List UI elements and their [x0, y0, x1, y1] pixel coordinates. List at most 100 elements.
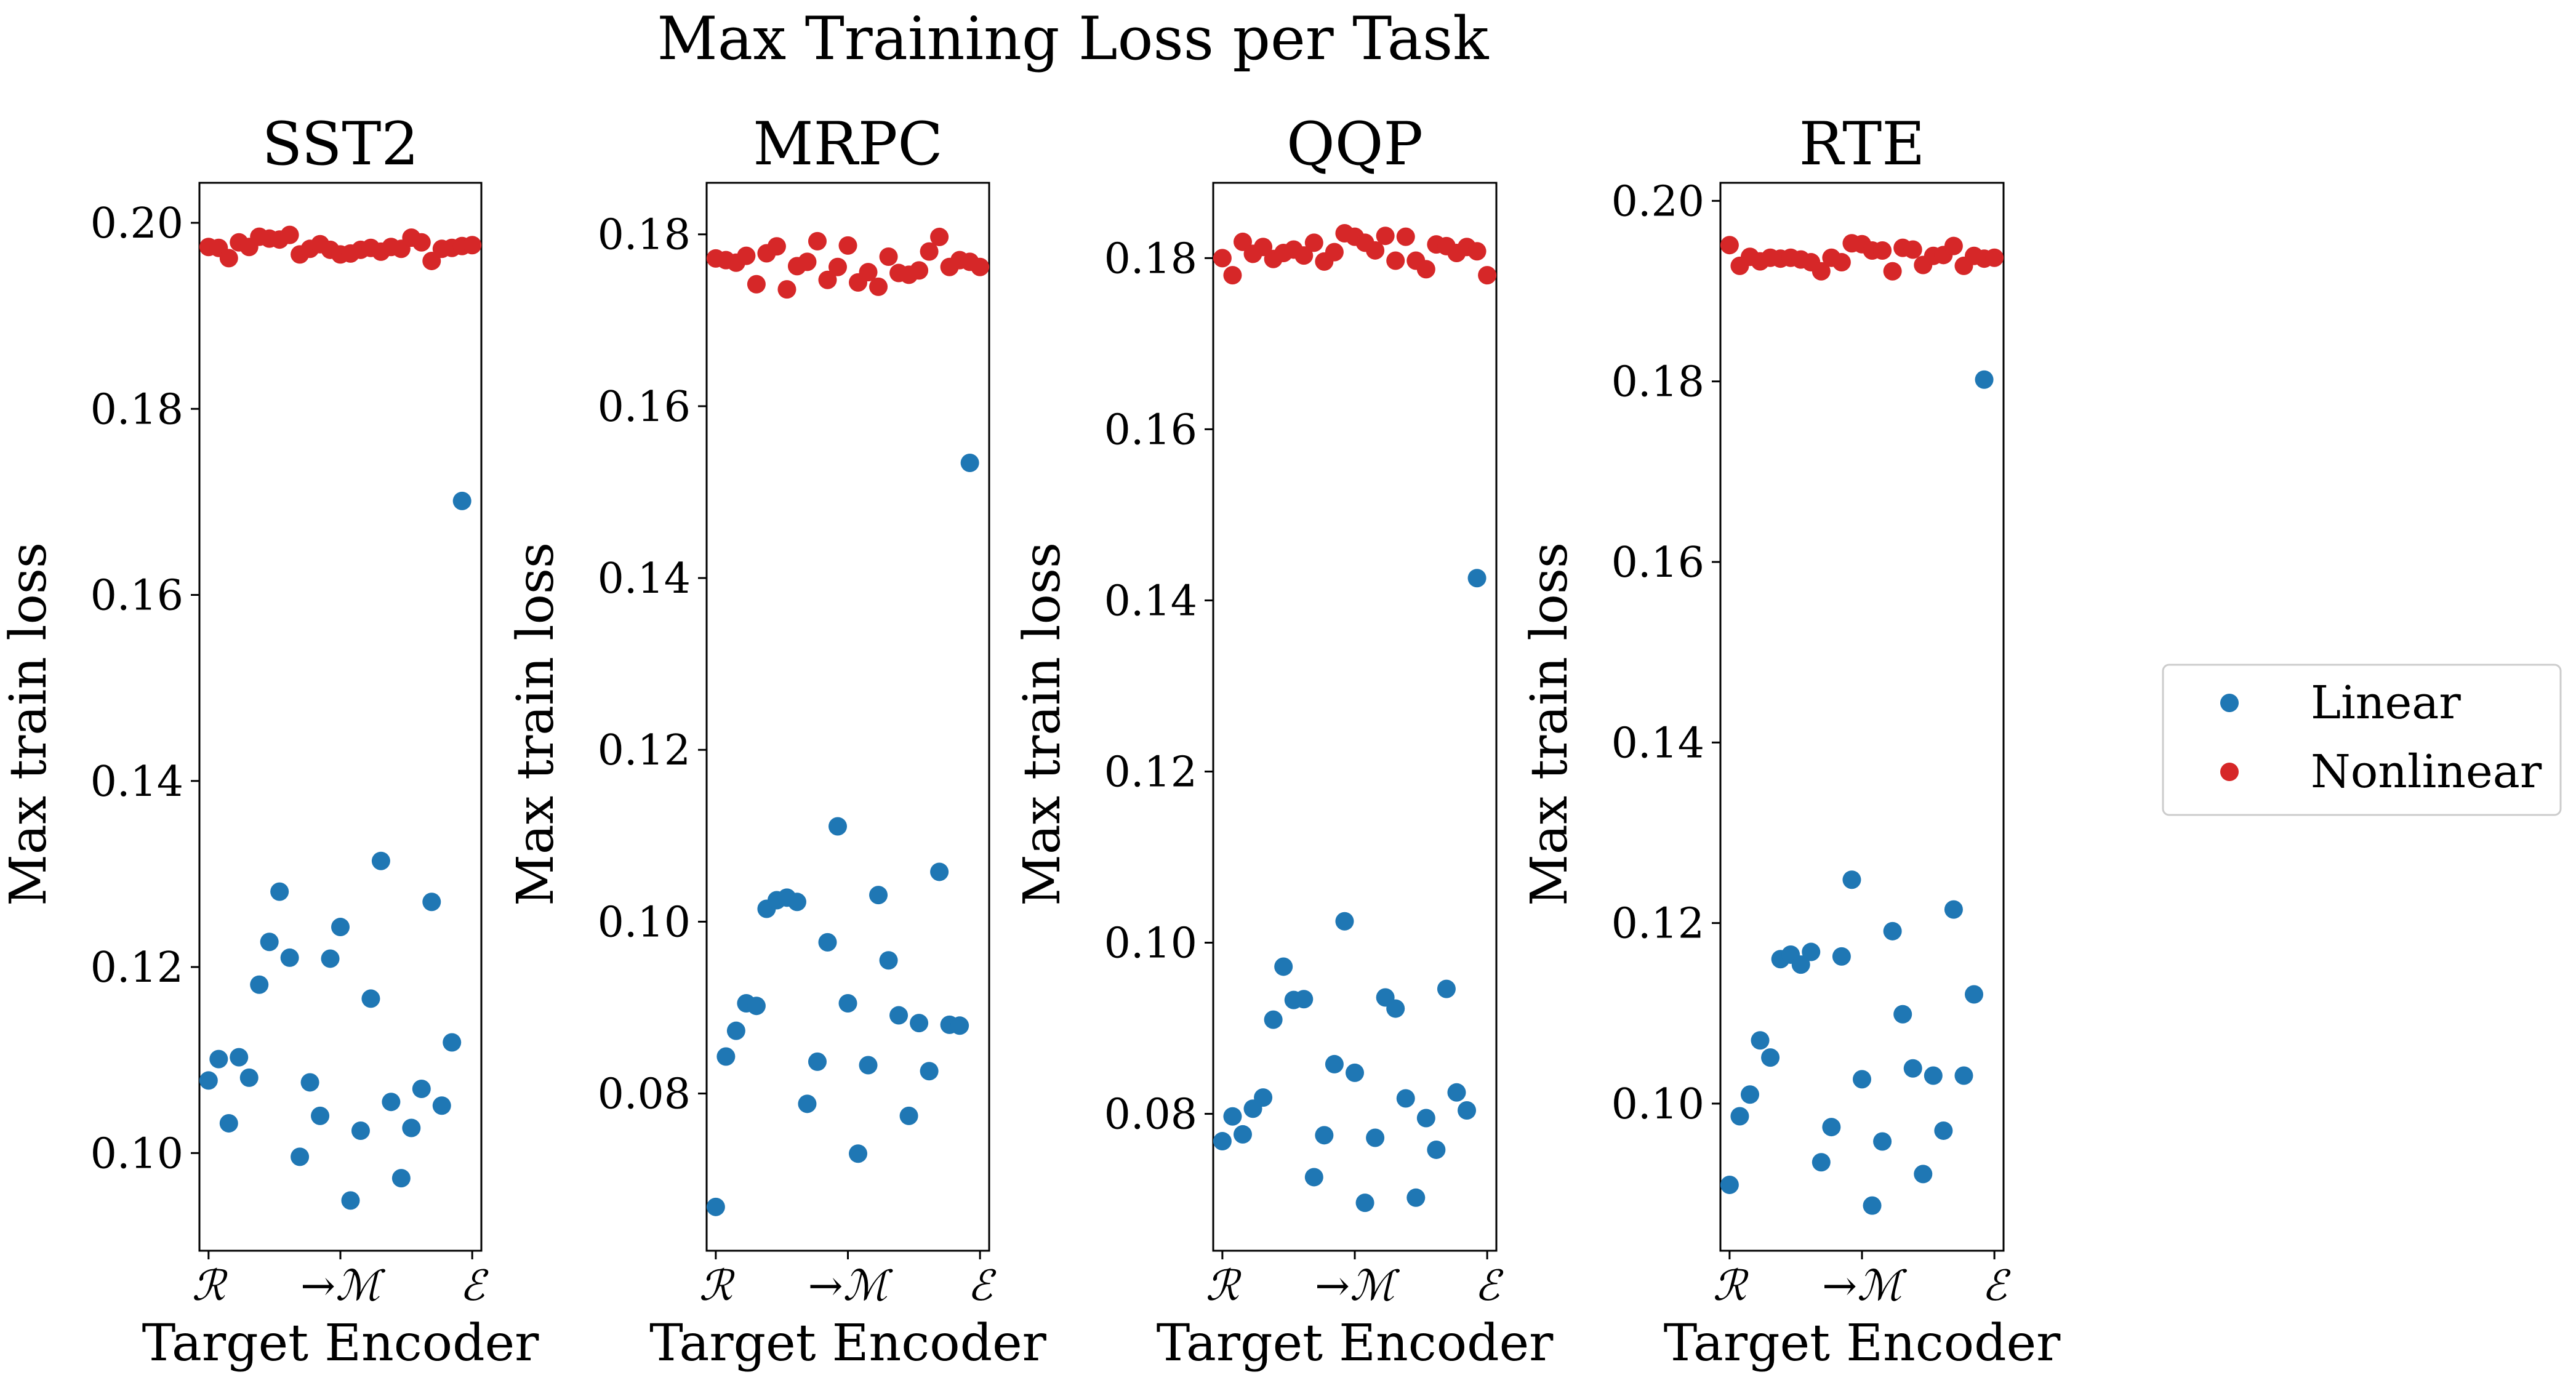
y-tick-label: 0.18 [598, 211, 691, 260]
legend-label-nonlinear: Nonlinear [2311, 745, 2542, 798]
y-tick-label: 0.10 [598, 898, 691, 947]
data-point [1924, 1066, 1943, 1085]
data-point [1294, 990, 1314, 1009]
data-point [1427, 1140, 1446, 1159]
series-nonlinear [199, 225, 482, 270]
y-tick-label: 0.12 [90, 944, 183, 992]
data-point [1416, 1109, 1435, 1128]
data-point [920, 1062, 939, 1081]
data-point [452, 491, 471, 510]
y-tick-label: 0.20 [1611, 177, 1704, 226]
data-point [869, 277, 888, 296]
series-nonlinear [1213, 224, 1497, 285]
y-tick-label: 0.08 [1104, 1091, 1197, 1139]
data-point [300, 1073, 319, 1092]
data-point [1437, 979, 1456, 998]
data-point [1366, 1128, 1385, 1147]
y-tick-label: 0.10 [1104, 920, 1197, 968]
data-point [1914, 1165, 1933, 1184]
data-point [219, 1113, 238, 1133]
series-linear [1720, 370, 1994, 1215]
x-tick-label: ℛ [1206, 1262, 1242, 1310]
data-point [706, 1197, 725, 1216]
y-tick-label: 0.18 [90, 385, 183, 434]
data-point [1447, 1083, 1466, 1102]
y-tick-label: 0.12 [1104, 748, 1197, 796]
data-point [1975, 370, 1994, 389]
data-point [828, 817, 847, 836]
y-tick-label: 0.10 [90, 1129, 183, 1178]
data-point [1346, 1063, 1364, 1082]
legend-label-linear: Linear [2311, 676, 2461, 729]
data-point [1396, 1089, 1415, 1108]
data-point [1730, 1107, 1749, 1126]
data-point [412, 233, 431, 252]
axes-frame [198, 182, 483, 1252]
y-tick-label: 0.10 [1611, 1080, 1704, 1129]
y-tick-label: 0.14 [1611, 719, 1704, 768]
data-point [1761, 1048, 1780, 1067]
data-point [1873, 241, 1892, 260]
data-point [1294, 246, 1314, 265]
x-tick-label: ℛ [192, 1262, 228, 1310]
series-linear [199, 491, 471, 1210]
subplot-title: RTE [1799, 110, 1925, 179]
data-point [391, 1169, 411, 1188]
data-point [361, 989, 380, 1008]
data-point [1304, 1168, 1323, 1187]
data-point [818, 933, 837, 952]
data-point [747, 275, 766, 294]
data-point [920, 242, 939, 261]
legend: Linear Nonlinear [2162, 664, 2562, 816]
y-tick-label: 0.16 [598, 383, 691, 431]
data-point [1812, 1153, 1831, 1172]
y-tick-label: 0.12 [1611, 900, 1704, 949]
data-point [1863, 1196, 1882, 1215]
y-tick-label: 0.16 [1611, 539, 1704, 587]
data-point [382, 1093, 401, 1112]
data-point [787, 893, 806, 912]
data-point [1965, 985, 1984, 1004]
data-point [777, 280, 796, 299]
data-point [1720, 1175, 1739, 1194]
data-point [1223, 1107, 1242, 1126]
data-point [209, 1049, 228, 1069]
data-point [818, 270, 837, 289]
data-point [1335, 912, 1354, 931]
x-tick-label: →ℳ [1315, 1262, 1400, 1310]
data-point [1458, 1101, 1477, 1120]
data-point [859, 1056, 878, 1075]
data-point [1944, 236, 1963, 255]
data-point [1213, 249, 1232, 268]
data-point [1366, 241, 1385, 260]
data-point [828, 257, 847, 276]
y-tick-label: 0.18 [1104, 235, 1197, 283]
y-axis-label: Max train loss [0, 542, 58, 906]
y-tick-label: 0.12 [598, 726, 691, 775]
subplot-title: QQP [1286, 110, 1423, 179]
data-point [1396, 227, 1415, 246]
data-point [899, 1106, 918, 1125]
data-point [1254, 1088, 1273, 1107]
axes-frame [1719, 182, 2005, 1252]
y-tick-label: 0.14 [1104, 577, 1197, 625]
data-point [950, 1016, 969, 1035]
data-point [1842, 870, 1861, 889]
y-tick-label: 0.14 [598, 555, 691, 603]
data-point [1386, 999, 1405, 1018]
data-point [798, 252, 817, 271]
subplot-title: MRPC [753, 110, 943, 179]
data-point [1883, 921, 1902, 941]
data-point [1822, 1118, 1841, 1137]
data-point [1233, 1125, 1252, 1144]
data-point [1325, 243, 1344, 262]
data-point [1355, 1193, 1374, 1213]
data-point [1467, 242, 1487, 261]
data-point [1406, 1188, 1426, 1207]
data-point [889, 1006, 909, 1025]
